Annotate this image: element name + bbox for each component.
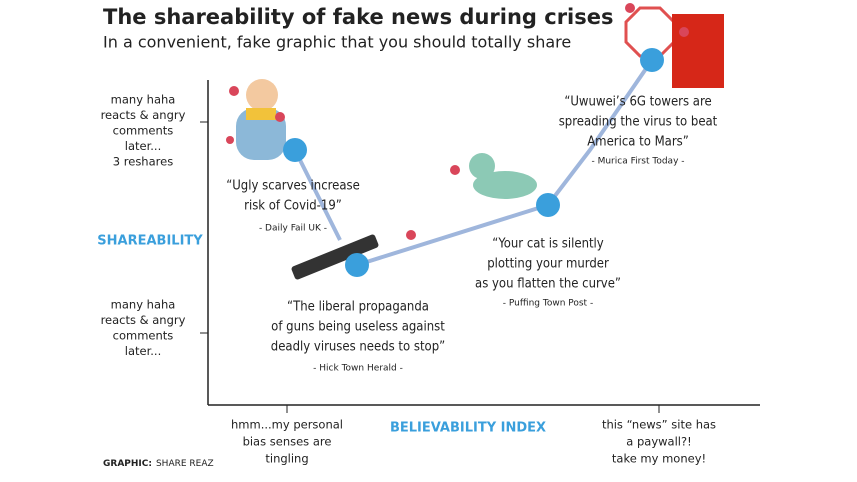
source: - Hick Town Herald - (313, 364, 403, 374)
flag-illustration (672, 14, 724, 88)
x-tick-label: tingling (265, 452, 308, 466)
quote-line: “The liberal propaganda (287, 300, 429, 315)
x-tick-label: a paywall?! (626, 435, 691, 449)
point-marker (283, 138, 307, 162)
x-tick-label: hmm...my personal (231, 418, 343, 432)
quote-line: risk of Covid-19” (244, 199, 342, 214)
person-illustration (236, 108, 286, 160)
cat-head (469, 153, 495, 179)
credit-name: SHARE REAZ (156, 459, 214, 469)
y-tick-label: many haha (111, 298, 176, 312)
source: - Daily Fail UK - (259, 224, 327, 234)
quote-line: deadly viruses needs to stop” (271, 340, 445, 355)
quote-line: “Your cat is silently (492, 237, 604, 252)
y-tick-label: 3 reshares (113, 155, 173, 169)
subtitle: In a convenient, fake graphic that you s… (103, 33, 571, 52)
quote-line: “Ugly scarves increase (226, 179, 360, 194)
person-head (246, 79, 278, 111)
point-marker (640, 48, 664, 72)
credit-label: GRAPHIC: (103, 459, 152, 469)
y-tick-label: reacts & angry (101, 313, 186, 327)
y-tick-label: later... (125, 139, 161, 153)
y-tick-label: many haha (111, 93, 176, 107)
y-tick-label: comments (113, 329, 174, 343)
title: The shareability of fake news during cri… (103, 5, 614, 29)
point-marker (536, 193, 560, 217)
source: - Murica First Today - (591, 157, 684, 167)
quote-line: as you flatten the curve” (475, 277, 621, 292)
credit: GRAPHIC: SHARE REAZ (103, 459, 214, 469)
quote-line: spreading the virus to beat (559, 115, 718, 130)
y-tick-label: later... (125, 344, 161, 358)
x-tick-label: take my money! (612, 452, 706, 466)
quote-line: plotting your murder (487, 257, 609, 272)
source: - Puffing Town Post - (503, 299, 593, 309)
y-tick-label: comments (113, 124, 174, 138)
x-tick-label: this “news” site has (602, 418, 716, 432)
y-axis-title: SHAREABILITY (97, 234, 203, 249)
x-tick-label: bias senses are (243, 435, 332, 449)
y-tick-label: reacts & angry (101, 108, 186, 122)
quote-line: “Uwuwei’s 6G towers are (564, 95, 711, 110)
quote-line: of guns being useless against (271, 320, 445, 335)
cat-illustration (473, 171, 537, 199)
trend-line (356, 58, 654, 267)
virus-icons (226, 3, 689, 240)
quote-line: America to Mars” (587, 135, 689, 150)
point-marker (345, 253, 369, 277)
gun-illustration (291, 234, 379, 280)
trend-line (293, 149, 342, 241)
x-axis-title: BELIEVABILITY INDEX (390, 421, 546, 436)
scarf (246, 108, 276, 120)
